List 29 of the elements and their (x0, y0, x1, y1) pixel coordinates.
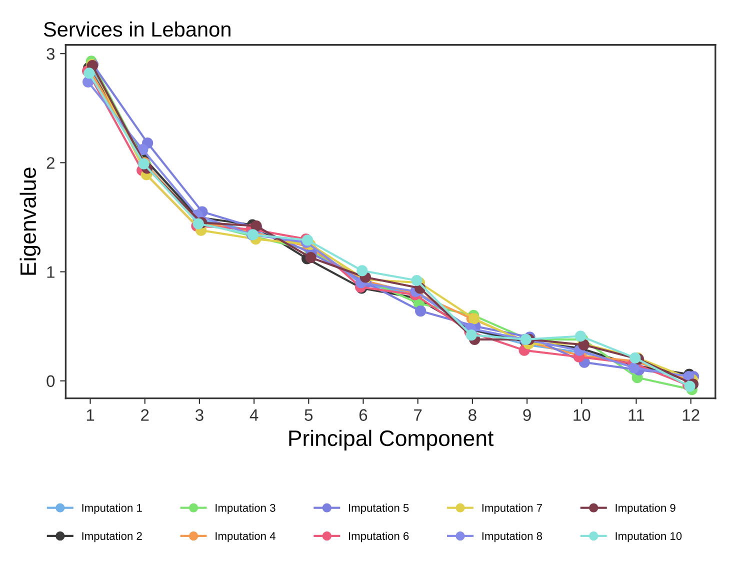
y-tick-label: 3 (46, 48, 55, 60)
x-axis-title: Principal Component (289, 430, 494, 451)
x-tick-label: 9 (523, 409, 531, 421)
legend-label: Imputation 6 (349, 532, 409, 542)
legend-label: Imputation 10 (616, 532, 682, 542)
x-tick-label: 8 (468, 409, 476, 421)
legend-label: Imputation 9 (616, 504, 676, 514)
legend-label: Imputation 3 (216, 504, 276, 514)
legend-label: Imputation 1 (82, 504, 142, 514)
x-tick-label: 6 (359, 409, 368, 421)
x-tick-label: 4 (250, 409, 258, 421)
x-tick-label: 7 (414, 409, 422, 421)
x-tick-label: 2 (141, 409, 149, 421)
legend-label: Imputation 2 (82, 532, 142, 542)
legend-label: Imputation 7 (482, 504, 542, 514)
x-tick-label: 11 (628, 409, 644, 421)
x-tick-label: 10 (574, 409, 590, 421)
y-axis-title: Eigenvalue (20, 168, 40, 275)
y-tick-label: 2 (46, 157, 54, 169)
x-tick-label: 12 (682, 409, 700, 421)
x-tick-label: 3 (195, 409, 204, 421)
legend-label: Imputation 4 (216, 532, 276, 542)
legend-label: Imputation 8 (482, 532, 542, 542)
chart-title: Services in Lebanon (44, 21, 230, 37)
y-tick-label: 1 (47, 266, 54, 278)
y-tick-label: 0 (46, 375, 55, 388)
x-tick-label: 5 (304, 409, 313, 421)
x-tick-label: 1 (86, 409, 94, 421)
legend-label: Imputation 5 (349, 504, 409, 514)
